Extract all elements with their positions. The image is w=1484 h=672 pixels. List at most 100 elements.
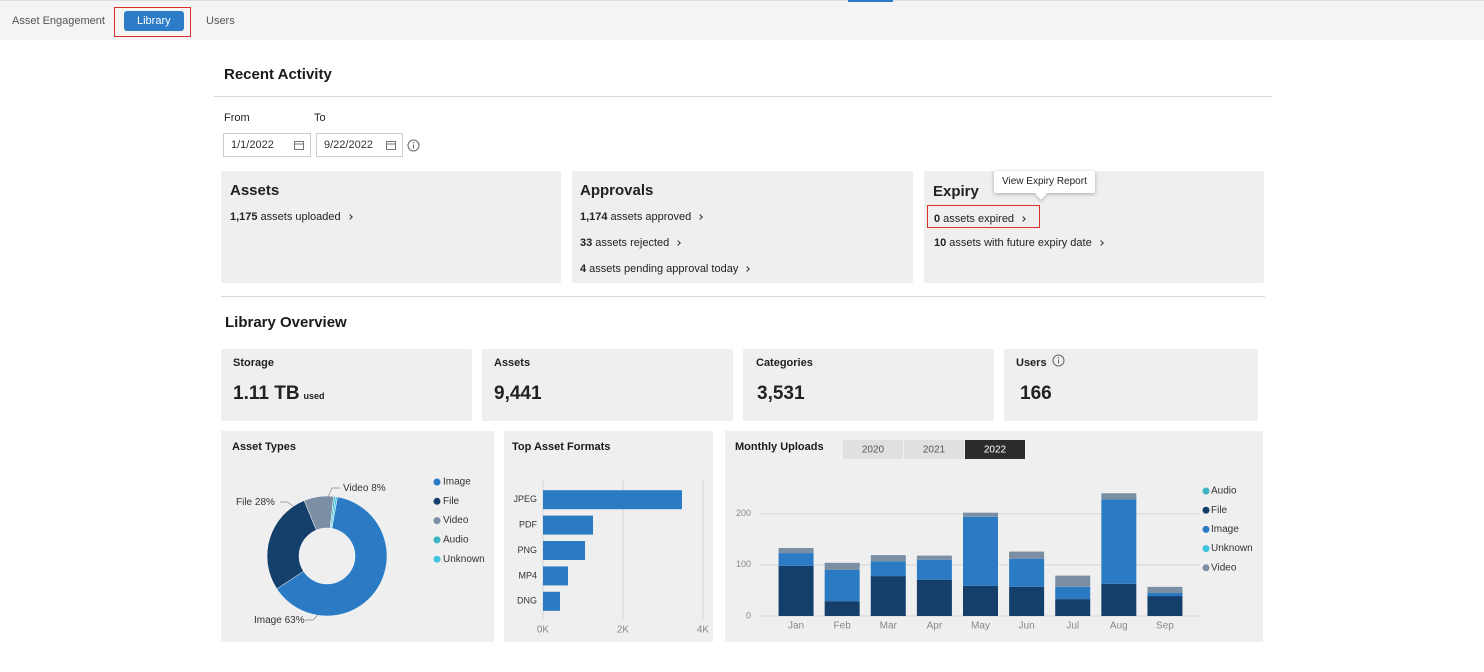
x-tick-label: Jan [788, 621, 804, 632]
bar-segment [916, 555, 952, 560]
bar-segment [1055, 599, 1091, 616]
tab[interactable]: Users [206, 15, 235, 27]
card-link[interactable]: 33 assets rejected [580, 236, 749, 250]
calendar-icon [294, 141, 304, 150]
bar [543, 591, 560, 611]
y-tick-label: JPEG [513, 494, 537, 504]
year-tab[interactable] [965, 440, 1025, 459]
date-input[interactable]: 1/1/2022 [223, 133, 311, 157]
count: 4 [580, 263, 587, 275]
date-input[interactable]: 9/22/2022 [316, 133, 403, 157]
stat-card: Storage 1.11 TB used [221, 349, 472, 421]
x-tick-label: Sep [1156, 621, 1174, 632]
stat-value: 166 [1020, 383, 1052, 404]
bar-segment [1055, 575, 1091, 587]
bar-segment [1055, 586, 1091, 600]
section-title: Library Overview [225, 314, 347, 331]
legend-label: Audio [443, 535, 469, 546]
from-label: From [224, 112, 250, 124]
bar [543, 541, 585, 560]
y-tick-label: 200 [736, 508, 751, 518]
bar-segment [1101, 583, 1137, 616]
leader-line [327, 487, 340, 498]
tab[interactable]: Library [124, 11, 184, 31]
legend-label: Video [1211, 562, 1237, 573]
leader-line [280, 501, 294, 507]
x-tick-label: Jul [1066, 621, 1079, 632]
bar-segment [1101, 499, 1137, 584]
count: 33 [580, 237, 593, 249]
bar [543, 566, 568, 586]
card-title: Assets [230, 182, 280, 199]
bar-segment [778, 565, 814, 616]
link-text: assets expired [943, 213, 1015, 225]
stat-card: Categories 3,531 [743, 349, 994, 421]
bar-segment [1101, 493, 1137, 500]
slice-label: File 28% [236, 497, 275, 508]
count: 10 [934, 237, 947, 249]
value: 1.11 TB [233, 383, 300, 404]
date-value: 9/22/2022 [324, 139, 373, 151]
card-title: Approvals [580, 182, 654, 199]
highlight-box [114, 7, 191, 37]
pie-slice [330, 496, 338, 529]
card-title: Expiry [933, 183, 979, 200]
stat-card: Users 166 [1004, 349, 1258, 421]
asset-types-chart: Asset Types Image 63% File 28% Video 8% Imag… [221, 431, 494, 642]
bar-segment [1147, 592, 1183, 597]
x-tick-label: Feb [834, 621, 852, 632]
bar-segment [963, 516, 998, 586]
highlight-box [927, 205, 1040, 228]
stat-value: 1.11 TB used [233, 383, 325, 405]
slice-label: Video 8% [343, 483, 386, 494]
card-link[interactable]: 1,175 assets uploaded [230, 210, 353, 224]
bar-segment [824, 601, 860, 616]
card-link[interactable]: 0 assets expired [934, 212, 1103, 226]
year-tab[interactable] [843, 440, 903, 459]
x-tick-label: Jun [1019, 621, 1035, 632]
count: 1,174 [580, 211, 608, 223]
y-tick-label: PNG [517, 545, 537, 555]
legend-swatch [433, 555, 441, 563]
y-tick-label: MP4 [518, 570, 537, 580]
x-tick-label: 2K [617, 625, 630, 636]
year-tab[interactable] [904, 440, 964, 459]
value-label: 28% [255, 497, 275, 508]
category-name: Video [343, 483, 369, 494]
x-tick-label: May [971, 621, 990, 632]
bar-segment [963, 512, 998, 517]
y-tick-label: 0 [746, 610, 751, 620]
bar-segment [870, 576, 906, 616]
legend-swatch [1202, 564, 1210, 572]
legend-swatch [433, 517, 441, 525]
link-text: assets rejected [595, 237, 670, 249]
legend-swatch [1202, 487, 1210, 495]
category-name: File [236, 497, 253, 508]
bar-segment [1009, 551, 1045, 559]
y-tick-label: 100 [736, 559, 751, 569]
card-link[interactable]: 1,174 assets approved [580, 210, 749, 224]
to-label: To [314, 112, 326, 124]
year-tab-label: 2021 [923, 445, 946, 456]
x-tick-label: Mar [880, 621, 898, 632]
y-tick-label: DNG [517, 596, 537, 606]
card-link[interactable]: 10 assets with future expiry date [934, 236, 1104, 250]
year-tab-label: 2020 [862, 445, 885, 456]
info-icon[interactable] [407, 139, 420, 152]
assets-card: Assets 1,175 assets uploaded [221, 171, 561, 283]
tab[interactable]: Asset Engagement [12, 15, 105, 27]
link-text: assets pending approval today [589, 263, 739, 275]
pie-slice [266, 500, 317, 590]
bar-segment [1147, 586, 1183, 593]
info-icon[interactable] [1052, 354, 1065, 367]
legend-label: Video [443, 515, 469, 526]
stat-value: 3,531 [757, 383, 805, 404]
stat-label: Categories [756, 357, 813, 369]
card-link[interactable]: 4 assets pending approval today [580, 262, 751, 276]
date-value: 1/1/2022 [231, 139, 274, 151]
bar-segment [870, 561, 906, 577]
top-nav: Asset Engagement Library Users [0, 0, 1484, 40]
x-tick-label: 4K [697, 625, 710, 636]
legend-swatch [433, 478, 441, 486]
